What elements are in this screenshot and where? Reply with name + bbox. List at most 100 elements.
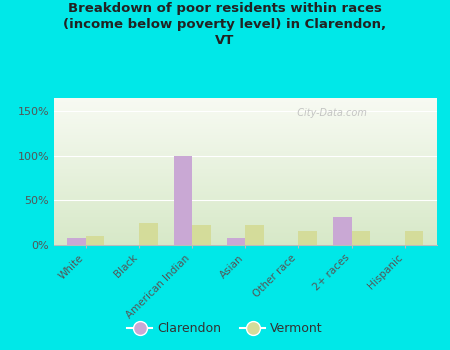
Bar [54, 242, 436, 244]
Legend: Clarendon, Vermont: Clarendon, Vermont [122, 317, 328, 340]
Bar [54, 204, 436, 205]
Bar [54, 233, 436, 235]
Bar [54, 164, 436, 166]
Bar [54, 176, 436, 177]
Bar [54, 114, 436, 116]
Bar [54, 228, 436, 229]
Bar [54, 103, 436, 104]
Bar [54, 166, 436, 167]
Bar [54, 194, 436, 195]
Bar [54, 121, 436, 123]
Bar [245, 224, 264, 245]
Bar [54, 129, 436, 130]
Bar [54, 142, 436, 144]
Bar [54, 179, 436, 180]
Bar [227, 238, 245, 245]
Bar [54, 208, 436, 210]
Bar [54, 201, 436, 202]
Bar [54, 138, 436, 139]
Bar [54, 161, 436, 163]
Bar [54, 226, 436, 228]
Bar [54, 123, 436, 125]
Bar [54, 199, 436, 201]
Bar [54, 213, 436, 214]
Bar [54, 182, 436, 183]
Bar [54, 205, 436, 207]
Bar [54, 232, 436, 233]
Bar [54, 224, 436, 226]
Bar [54, 149, 436, 151]
Bar [54, 107, 436, 108]
Bar [54, 186, 436, 188]
Bar [54, 126, 436, 127]
Bar [54, 207, 436, 208]
Bar [54, 132, 436, 133]
Bar [54, 111, 436, 113]
Bar [54, 117, 436, 119]
Bar [54, 119, 436, 120]
Bar [54, 210, 436, 211]
Bar [54, 191, 436, 192]
Bar [54, 98, 436, 99]
Bar [54, 202, 436, 204]
Bar [54, 158, 436, 160]
Bar [54, 136, 436, 138]
Bar [54, 139, 436, 141]
Bar [54, 154, 436, 155]
Bar [54, 157, 436, 158]
Bar [54, 130, 436, 132]
Bar [54, 148, 436, 149]
Bar [54, 99, 436, 101]
Bar [54, 174, 436, 176]
Bar [192, 224, 211, 245]
Bar [54, 195, 436, 196]
Bar [54, 104, 436, 105]
Bar [54, 133, 436, 135]
Bar [54, 211, 436, 213]
Bar [54, 120, 436, 121]
Bar [54, 240, 436, 242]
Bar [54, 218, 436, 220]
Bar [54, 173, 436, 174]
Bar [351, 231, 370, 245]
Bar [54, 135, 436, 136]
Bar [54, 216, 436, 217]
Bar [54, 163, 436, 164]
Bar [54, 192, 436, 194]
Bar [54, 222, 436, 223]
Text: Breakdown of poor residents within races
(income below poverty level) in Clarend: Breakdown of poor residents within races… [63, 2, 387, 47]
Bar [54, 151, 436, 152]
Bar [68, 238, 86, 245]
Bar [54, 172, 436, 173]
Bar [54, 125, 436, 126]
Bar [54, 198, 436, 200]
Bar [54, 217, 436, 218]
Bar [139, 223, 158, 245]
Bar [54, 188, 436, 189]
Bar [86, 236, 104, 245]
Bar [54, 108, 436, 110]
Bar [54, 127, 436, 129]
Text: City-Data.com: City-Data.com [291, 108, 367, 118]
Bar [405, 231, 423, 245]
Bar [54, 180, 436, 182]
Bar [54, 152, 436, 154]
Bar [54, 183, 436, 185]
Bar [54, 235, 436, 236]
Bar [54, 113, 436, 114]
Bar [54, 141, 436, 142]
Bar [54, 147, 436, 148]
Bar [54, 116, 436, 117]
Bar [54, 214, 436, 216]
Bar [54, 230, 436, 232]
Bar [54, 239, 436, 240]
Bar [54, 145, 436, 147]
Bar [54, 196, 436, 198]
Bar [54, 236, 436, 238]
Bar [54, 105, 436, 107]
Bar [54, 101, 436, 103]
Bar [298, 231, 317, 245]
Bar [54, 155, 436, 157]
Bar [333, 217, 351, 245]
Bar [54, 144, 436, 145]
